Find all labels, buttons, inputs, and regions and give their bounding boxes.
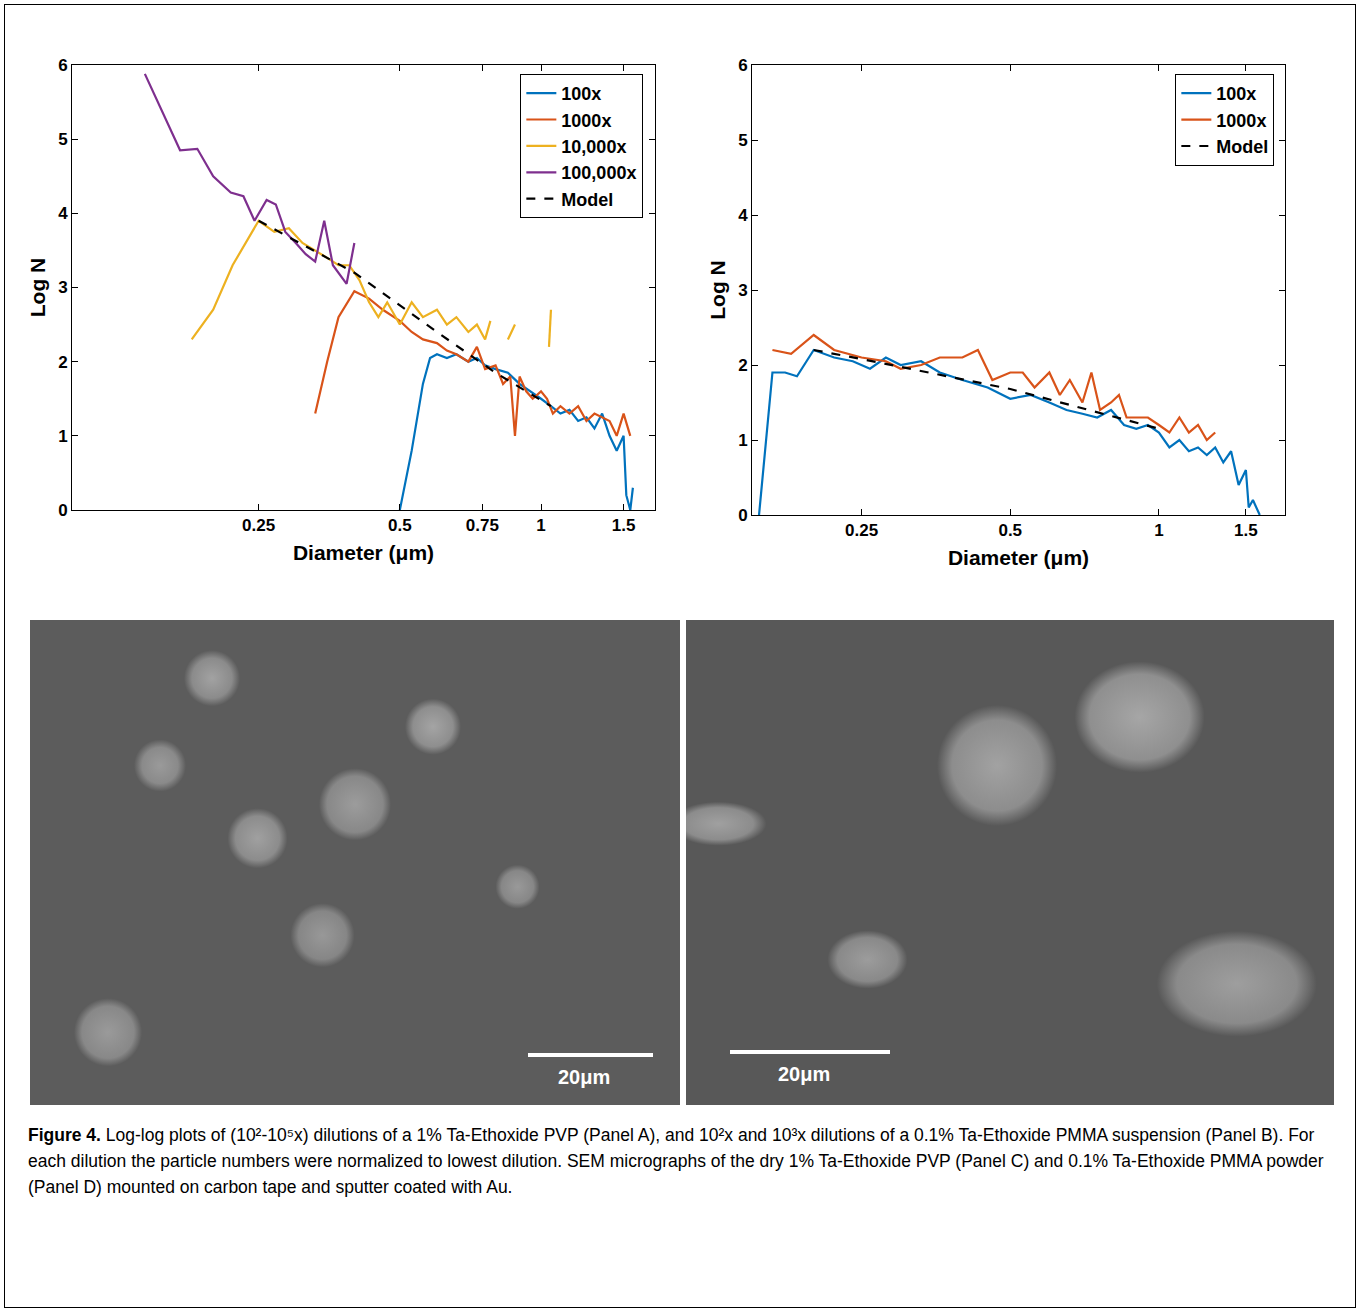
- svg-text:Log N: Log N: [706, 260, 729, 319]
- svg-text:1000x: 1000x: [1216, 111, 1266, 131]
- svg-text:2: 2: [738, 356, 747, 375]
- svg-text:0.5: 0.5: [998, 521, 1022, 540]
- svg-text:1: 1: [1154, 521, 1163, 540]
- svg-text:1.5: 1.5: [1234, 521, 1258, 540]
- svg-text:0.75: 0.75: [466, 516, 499, 535]
- svg-text:100,000x: 100,000x: [561, 163, 636, 183]
- svg-text:3: 3: [58, 278, 67, 297]
- svg-text:Diameter (μm): Diameter (μm): [948, 546, 1089, 569]
- svg-text:0: 0: [738, 506, 747, 525]
- svg-text:0.5: 0.5: [388, 516, 412, 535]
- svg-text:0: 0: [58, 501, 67, 520]
- svg-text:4: 4: [58, 204, 68, 223]
- svg-text:100x: 100x: [1216, 84, 1256, 104]
- svg-text:10,000x: 10,000x: [561, 137, 626, 157]
- svg-text:Model: Model: [1216, 137, 1268, 157]
- svg-text:6: 6: [738, 56, 747, 75]
- svg-text:5: 5: [58, 130, 67, 149]
- svg-text:1: 1: [738, 431, 747, 450]
- svg-text:6: 6: [58, 56, 67, 75]
- html-text:Figure 4. Log-log plots of (10: Figure 4. Log-log plots of (10²-10⁵x) di…: [28, 1125, 1324, 1197]
- svg-text:Model: Model: [561, 190, 613, 210]
- svg-text:4: 4: [738, 206, 748, 225]
- svg-text:2: 2: [58, 353, 67, 372]
- svg-text:1.5: 1.5: [612, 516, 636, 535]
- svg-text:1: 1: [536, 516, 545, 535]
- svg-text:5: 5: [738, 131, 747, 150]
- html-text:20μm: 20μm: [558, 1066, 611, 1088]
- svg-text:Diameter (μm): Diameter (μm): [293, 541, 434, 564]
- svg-text:100x: 100x: [561, 84, 601, 104]
- svg-text:0.25: 0.25: [242, 516, 275, 535]
- svg-text:Log N: Log N: [26, 258, 49, 317]
- svg-text:1000x: 1000x: [561, 111, 611, 131]
- svg-text:3: 3: [738, 281, 747, 300]
- html-text:20μm: 20μm: [778, 1063, 831, 1085]
- svg-text:0.25: 0.25: [845, 521, 878, 540]
- svg-text:1: 1: [58, 427, 67, 446]
